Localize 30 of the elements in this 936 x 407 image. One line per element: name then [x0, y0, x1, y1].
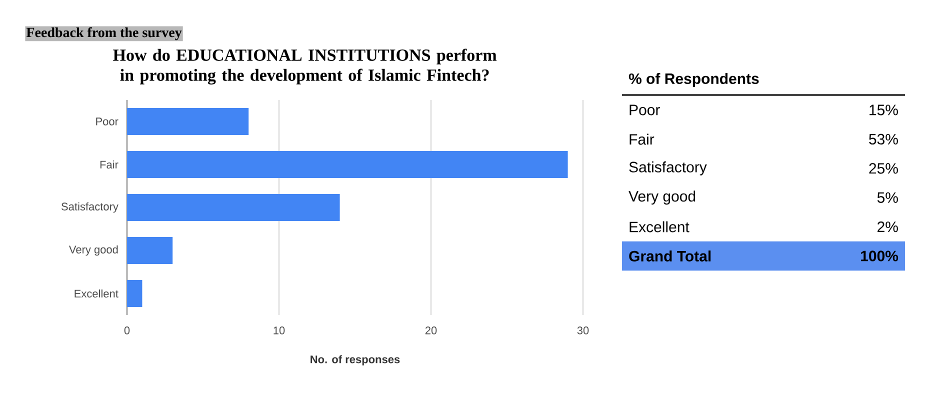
x-axis-title: No. of responses [310, 355, 400, 366]
y-tick-label: Very good [68, 245, 118, 256]
text: 5% [877, 192, 898, 203]
category-label: Very good [628, 190, 696, 205]
y-tick-label: Excellent [74, 289, 118, 298]
text: 53% [869, 134, 898, 144]
bar [127, 108, 249, 136]
category-label: Grand Total [629, 250, 711, 262]
y-tick-label: Poor [96, 118, 118, 126]
x-tick-label: 30 [577, 326, 589, 334]
x-tick-label: 10 [274, 326, 285, 334]
y-tick-label: Fair [100, 160, 118, 169]
x-tick-label: 20 [425, 326, 437, 334]
bar [127, 280, 142, 307]
text: 100% [861, 250, 898, 262]
bar [127, 151, 568, 178]
text: Feedback from the survey [26, 27, 182, 40]
text: 15% [870, 104, 898, 116]
text: 25% [869, 163, 898, 174]
text: % of Respondents [628, 73, 759, 87]
category-label: Satisfactory [629, 161, 707, 176]
text: 2% [878, 222, 898, 232]
category-label: Excellent [630, 221, 690, 232]
chart-title: How do EDUCATIONAL INSTITUTIONS perform in promoting the development of Islamic Fintech? [113, 48, 497, 84]
category-label: Poor [630, 104, 660, 116]
bar [127, 194, 340, 222]
category-label: Fair [630, 134, 654, 145]
y-tick-label: Satisfactory [62, 202, 118, 213]
x-tick-label: 0 [124, 326, 130, 334]
bar [127, 237, 173, 264]
